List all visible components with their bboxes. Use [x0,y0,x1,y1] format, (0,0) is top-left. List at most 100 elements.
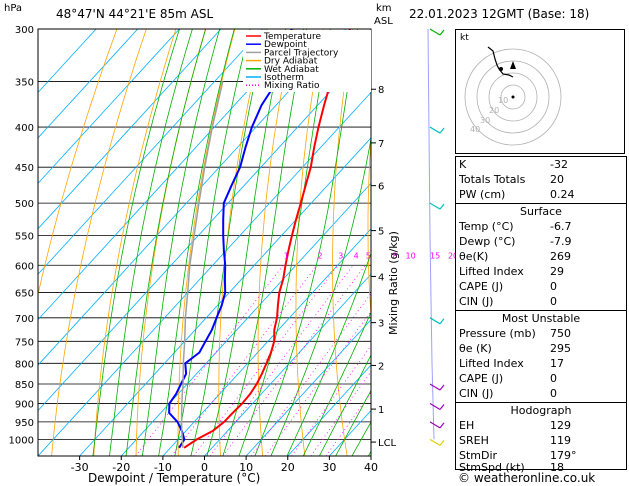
mixing-ratio-line-1 [135,265,284,456]
km-label-7: 7 [378,139,384,150]
hodo-stmspd: StmSpd (kt) 18 [459,461,564,474]
series-temperature [183,29,351,449]
surface-cape: CAPE (J) 0 [459,280,557,293]
temp-label-40: 40 [364,461,378,474]
hodograph: kt 10 20 30 40 [455,29,625,154]
mixing-ratio-line-15 [291,345,371,456]
legend-label: Dewpoint [264,40,307,50]
km-label-3: 3 [378,319,384,330]
hodo-ring-label-10: 10 [498,96,508,105]
wet-adiabat [109,29,193,456]
mixing-ratio-line-2 [171,265,318,456]
hodo-ring-label-40: 40 [470,125,480,134]
pressure-label-900: 900 [15,399,34,410]
isotherm-20 [287,364,371,456]
surface-thetae: θe(K) 269 [459,250,571,263]
pressure-label-950: 950 [15,418,34,429]
mixing-ratio-label-5: 5 [366,252,371,261]
wind-profile-line [427,28,435,440]
wind-barb-flag [439,127,445,134]
km-label-2: 2 [378,361,384,372]
wind-barb-500 [429,202,441,210]
axes-group: 1234581015202530035040045050055060065070… [9,25,473,474]
datetime-title: 22.01.2023 12GMT (Base: 18) [409,7,590,21]
index-row-k: K -32 [459,158,568,171]
storm-motion-marker [510,61,516,69]
mu-lifted-index: Lifted Index 17 [459,357,564,370]
wet-adiabat [335,389,371,456]
asl-unit-label: ASL [374,16,393,27]
dry-adiabat [332,29,354,456]
mu-thetae: θe (K) 295 [459,342,571,355]
pressure-label-450: 450 [15,163,34,174]
dry-adiabat [135,29,206,456]
hodo-eh: EH 129 [459,419,571,432]
pressure-label-750: 750 [15,337,34,348]
mixing-ratio-label-15: 15 [430,252,440,261]
pressure-label-400: 400 [15,123,34,134]
wind-barb-1000 [429,438,441,446]
dry-adiabat [295,29,324,456]
indices-panel: K -32 Totals Totals 20 PW (cm) 0.24 Surface… [455,156,627,474]
wind-barb-300 [429,28,441,36]
isotherm--20 [120,182,371,456]
hodo-sreh: SREH 119 [459,434,571,447]
hodograph-trace-low [498,68,514,78]
mixing-ratio-line-4 [209,265,354,456]
hodo-ring-label-20: 20 [489,106,499,115]
mixing-ratio-label-10: 10 [405,252,415,261]
hodograph-unit: kt [460,33,469,43]
wind-barb-950 [429,421,441,429]
temp-label--10: -10 [154,461,172,474]
pressure-label-500: 500 [15,199,34,210]
wind-barb-flag [439,422,445,429]
hodograph-frame [455,29,625,154]
pressure-label-300: 300 [15,25,34,36]
temp-label-10: 10 [239,461,253,474]
mixing-ratio-axis-title: Mixing Ratio (g/kg) [387,231,400,335]
surface-lifted-index: Lifted Index 29 [459,265,564,278]
isotherm--90 [38,29,222,230]
pressure-label-1000: 1000 [9,435,34,446]
isotherm--100 [38,29,180,184]
pressure-label-650: 650 [15,289,34,300]
mixing-ratio-label-8: 8 [392,252,397,261]
legend-label: Temperature [263,32,321,42]
isotherm--70 [38,29,305,321]
wet-adiabat [302,311,371,456]
wind-barb-flag [439,404,445,410]
isotherm--10 [162,228,371,456]
isotherm--110 [38,29,139,139]
wind-barb-flag [439,318,445,325]
surface-cin: CIN (J) 0 [459,295,557,308]
dry-adiabat [257,29,295,456]
wind-barbs [427,28,445,446]
dry-adiabat [367,132,371,322]
legend-label: Parcel Trajectory [264,48,339,58]
profile-lines [168,29,351,449]
km-label-LCL: LCL [378,438,397,449]
dry-adiabat [402,29,431,456]
wet-adiabat [125,29,207,456]
wet-adiabat [254,29,358,456]
wet-adiabat [270,136,371,456]
km-label-5: 5 [378,227,384,238]
surface-title: Surface [520,205,562,218]
index-row-totals: Totals Totals 20 [459,173,564,186]
km-label-1: 1 [378,405,384,416]
pressure-label-600: 600 [15,261,34,272]
km-unit-label: km [376,3,392,14]
temp-label--30: -30 [71,461,89,474]
km-label-6: 6 [378,182,384,193]
wind-barb-400 [429,126,441,134]
pressure-label-800: 800 [15,359,34,370]
pressure-unit-label: hPa [4,3,23,14]
copyright-footer: © weatheronline.co.uk [458,471,596,485]
isotherm--60 [38,29,347,366]
surface-temp: Temp (°C) -6.7 [459,220,572,233]
wet-adiabat [319,354,371,456]
hodograph-origin [511,95,515,99]
series-parcel-trajectory [180,81,224,448]
temp-label--20: -20 [112,461,130,474]
